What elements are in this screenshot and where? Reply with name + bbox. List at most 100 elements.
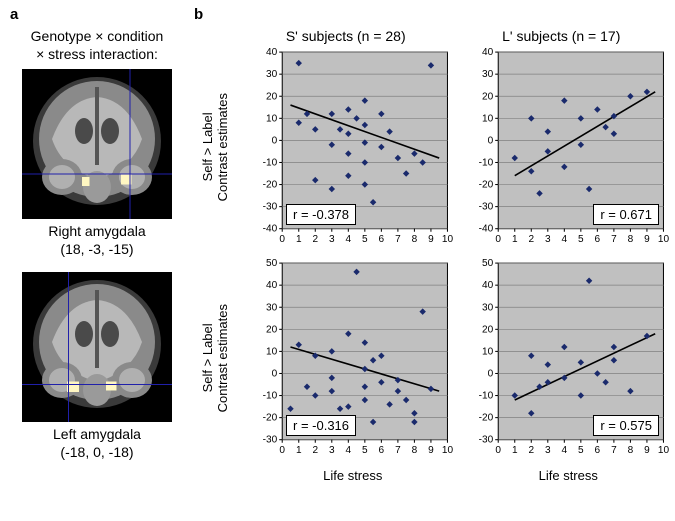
b-column-headers: S' subjects (n = 28) L' subjects (n = 17… <box>238 28 669 44</box>
ylabel-row1: Self > LabelContrast estimates <box>201 93 231 201</box>
svg-text:-30: -30 <box>478 435 493 446</box>
charts-grid: Self > LabelContrast estimates -40 -30 -20… <box>194 46 669 486</box>
svg-text:-10: -10 <box>263 391 278 402</box>
svg-text:30: 30 <box>266 69 278 80</box>
svg-text:-30: -30 <box>478 202 493 213</box>
svg-text:10: 10 <box>481 113 493 124</box>
svg-text:4: 4 <box>346 445 352 456</box>
svg-text:-40: -40 <box>478 224 493 235</box>
svg-text:10: 10 <box>266 113 278 124</box>
svg-text:20: 20 <box>481 324 493 335</box>
svg-text:5: 5 <box>578 234 584 245</box>
col-header-s: S' subjects (n = 28) <box>238 28 454 44</box>
svg-text:2: 2 <box>312 234 318 245</box>
svg-text:1: 1 <box>296 234 302 245</box>
svg-text:30: 30 <box>266 302 278 313</box>
svg-text:8: 8 <box>412 234 418 245</box>
svg-text:2: 2 <box>312 445 318 456</box>
svg-text:7: 7 <box>395 234 401 245</box>
svg-text:0: 0 <box>279 234 285 245</box>
svg-text:4: 4 <box>561 445 567 456</box>
svg-text:1: 1 <box>511 445 517 456</box>
brain-image <box>22 69 172 219</box>
panel-a-header: Genotype × condition× stress interaction… <box>10 28 184 63</box>
svg-text:-40: -40 <box>263 224 278 235</box>
svg-text:-10: -10 <box>478 157 493 168</box>
svg-text:30: 30 <box>481 302 493 313</box>
svg-text:9: 9 <box>644 445 650 456</box>
svg-text:0: 0 <box>279 445 285 456</box>
svg-text:7: 7 <box>611 234 617 245</box>
svg-text:5: 5 <box>578 445 584 456</box>
svg-text:8: 8 <box>627 445 633 456</box>
panel-a-letter: a <box>10 6 18 23</box>
figure-root: a Genotype × condition× stress interacti… <box>0 0 675 521</box>
svg-text:8: 8 <box>627 234 633 245</box>
chart-top-right: -40-30-20-10010203040012345678910r = 0.6… <box>468 46 670 249</box>
brain-label: Left amygdala(-18, 0, -18) <box>53 426 141 461</box>
svg-text:-30: -30 <box>263 202 278 213</box>
svg-text:20: 20 <box>266 324 278 335</box>
svg-text:2: 2 <box>528 234 534 245</box>
svg-text:9: 9 <box>428 445 434 456</box>
svg-text:0: 0 <box>495 234 501 245</box>
xlabel-right: Life stress <box>468 468 670 486</box>
r-value-box: r = 0.671 <box>593 204 659 225</box>
svg-text:5: 5 <box>362 445 368 456</box>
svg-text:9: 9 <box>428 234 434 245</box>
r-value-box: r = 0.575 <box>593 415 659 436</box>
svg-text:4: 4 <box>561 234 567 245</box>
svg-text:10: 10 <box>481 346 493 357</box>
svg-text:3: 3 <box>329 445 335 456</box>
svg-text:50: 50 <box>266 258 278 269</box>
svg-text:1: 1 <box>296 445 302 456</box>
r-value-box: r = -0.378 <box>286 204 356 225</box>
svg-text:-20: -20 <box>263 413 278 424</box>
svg-text:5: 5 <box>362 234 368 245</box>
svg-text:-20: -20 <box>478 180 493 191</box>
svg-text:2: 2 <box>528 445 534 456</box>
svg-text:1: 1 <box>511 234 517 245</box>
col-header-l: L' subjects (n = 17) <box>454 28 670 44</box>
chart-bottom-right: -30-20-1001020304050012345678910r = 0.57… <box>468 257 670 460</box>
svg-text:40: 40 <box>481 280 493 291</box>
svg-text:50: 50 <box>481 258 493 269</box>
svg-text:-20: -20 <box>478 413 493 424</box>
svg-text:6: 6 <box>594 445 600 456</box>
panel-b-letter: b <box>194 6 203 23</box>
svg-text:20: 20 <box>481 91 493 102</box>
panel-b: b S' subjects (n = 28) L' subjects (n = … <box>190 0 675 521</box>
svg-text:40: 40 <box>266 47 278 58</box>
ylabel-row2: Self > LabelContrast estimates <box>201 304 231 412</box>
brain-right-amygdala: Right amygdala(18, -3, -15) <box>10 69 184 258</box>
svg-text:40: 40 <box>266 280 278 291</box>
svg-text:-10: -10 <box>263 157 278 168</box>
svg-text:3: 3 <box>329 234 335 245</box>
svg-text:3: 3 <box>544 445 550 456</box>
svg-text:9: 9 <box>644 234 650 245</box>
svg-text:10: 10 <box>442 445 454 456</box>
svg-text:40: 40 <box>481 47 493 58</box>
svg-text:3: 3 <box>544 234 550 245</box>
brain-left-amygdala: Left amygdala(-18, 0, -18) <box>10 272 184 461</box>
svg-text:10: 10 <box>442 234 454 245</box>
svg-text:6: 6 <box>379 234 385 245</box>
svg-text:0: 0 <box>272 368 278 379</box>
svg-text:6: 6 <box>379 445 385 456</box>
svg-text:7: 7 <box>395 445 401 456</box>
svg-text:10: 10 <box>266 346 278 357</box>
chart-bottom-left: -30-20-1001020304050012345678910r = -0.3… <box>252 257 454 460</box>
svg-text:-30: -30 <box>263 435 278 446</box>
svg-text:-10: -10 <box>478 391 493 402</box>
brain-label: Right amygdala(18, -3, -15) <box>48 223 145 258</box>
xlabel-left: Life stress <box>252 468 454 486</box>
svg-text:7: 7 <box>611 445 617 456</box>
svg-text:0: 0 <box>495 445 501 456</box>
svg-text:8: 8 <box>412 445 418 456</box>
svg-text:30: 30 <box>481 69 493 80</box>
svg-text:10: 10 <box>657 234 669 245</box>
svg-text:4: 4 <box>346 234 352 245</box>
svg-text:0: 0 <box>272 135 278 146</box>
svg-text:-20: -20 <box>263 180 278 191</box>
panel-a: a Genotype × condition× stress interacti… <box>0 0 190 521</box>
